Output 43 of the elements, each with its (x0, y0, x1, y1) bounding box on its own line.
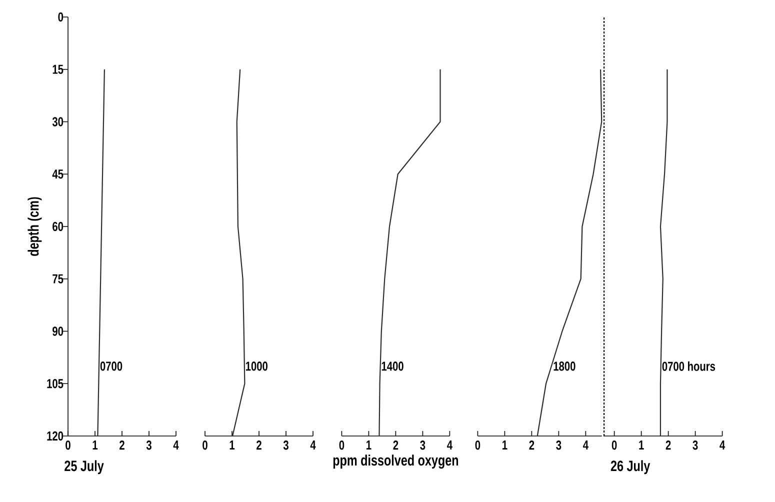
x-tick-label: 4 (720, 440, 726, 450)
annotation: 1800 (554, 362, 576, 371)
x-tick-label: 3 (146, 440, 152, 450)
y-tick-label: 60 (52, 222, 64, 232)
x-tick-label: 3 (420, 440, 426, 450)
y-tick-label: 45 (52, 170, 64, 179)
x-tick-label: 0 (202, 440, 208, 450)
x-tick-label: 1 (366, 440, 372, 450)
x-tick-label: 2 (666, 440, 671, 450)
x-tick-label: 4 (173, 440, 179, 450)
annotation: 0700 hours (662, 361, 716, 371)
x-tick-label: 2 (529, 440, 534, 450)
x-tick-label: 3 (692, 440, 698, 450)
y-tick-label: 15 (52, 64, 64, 74)
x-axis-title: ppm dissolved oxygen (333, 454, 458, 469)
text: 26 July (610, 460, 650, 474)
x-tick-label: 4 (583, 440, 588, 450)
x-tick-label: 1 (230, 440, 235, 450)
x-tick-label: 2 (393, 440, 398, 450)
y-tick-label: 120 (47, 431, 64, 441)
y-tick-label: 90 (52, 326, 64, 336)
x-tick-label: 2 (256, 440, 262, 450)
y-tick-label: 75 (52, 274, 64, 284)
x-tick-label: 1 (502, 440, 508, 450)
x-tick-label: 0 (612, 440, 617, 450)
x-tick-label: 4 (447, 440, 452, 450)
x-tick-label: 3 (556, 440, 562, 450)
x-tick-label: 0 (475, 440, 480, 450)
x-tick-label: 3 (283, 440, 288, 450)
x-tick-label: 1 (639, 440, 644, 450)
x-tick-label: 2 (120, 440, 124, 450)
y-axis-title: depth (cm) (28, 197, 42, 256)
annotation: 1400 (382, 362, 404, 371)
y-tick-label: 30 (52, 117, 64, 126)
x-tick-label: 0 (339, 440, 344, 450)
annotation: 0700 (100, 362, 122, 371)
y-tick-label: 105 (47, 379, 64, 388)
x-tick-label: 4 (310, 440, 316, 450)
y-tick-label: 0 (58, 12, 64, 22)
annotation: 1000 (246, 362, 268, 371)
x-tick-label: 0 (66, 440, 70, 450)
x-tick-label: 1 (92, 440, 98, 450)
text: 25 July (64, 460, 104, 474)
